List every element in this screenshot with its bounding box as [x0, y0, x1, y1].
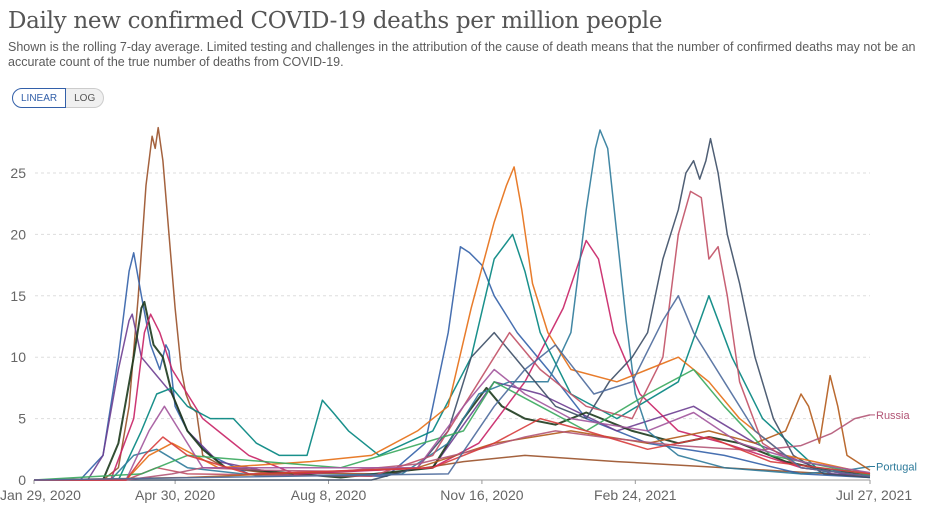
- series-line-purple-series: [34, 313, 871, 481]
- series-line-brown-series: [34, 126, 871, 481]
- x-tick-label: Jul 27, 2021: [836, 487, 912, 503]
- y-tick-label: 25: [10, 165, 26, 181]
- series-line-czechia-like: [34, 137, 871, 481]
- series-line-hungary-like: [34, 190, 871, 481]
- series-label-portugal: Portugal: [876, 461, 917, 473]
- y-tick-label: 0: [18, 472, 26, 488]
- x-tick-label: Nov 16, 2020: [440, 487, 523, 503]
- scale-toggle: LINEAR LOG: [12, 88, 105, 108]
- log-scale-button[interactable]: LOG: [66, 88, 105, 108]
- x-tick-label: Aug 8, 2020: [291, 487, 367, 503]
- y-tick-label: 10: [10, 349, 26, 365]
- y-tick-label: 15: [10, 288, 26, 304]
- series-line-orange-series: [34, 166, 871, 481]
- y-tick-label: 5: [18, 411, 26, 427]
- linear-scale-button[interactable]: LINEAR: [12, 88, 67, 108]
- series-line-russia: [34, 414, 871, 481]
- x-tick-label: Apr 30, 2020: [135, 487, 215, 503]
- series-line-magenta-series: [34, 368, 871, 481]
- series-label-russia: Russia: [876, 410, 911, 422]
- x-tick-label: Feb 24, 2021: [594, 487, 677, 503]
- chart-subtitle: Shown is the rolling 7-day average. Limi…: [8, 40, 916, 69]
- series-line-portugal: [34, 129, 871, 481]
- y-tick-label: 20: [10, 226, 26, 242]
- series-line-steel-series: [33, 295, 871, 481]
- series-line-red-series: [34, 417, 871, 481]
- x-tick-label: Jan 29, 2020: [0, 487, 81, 503]
- chart-title: Daily new confirmed COVID-19 deaths per …: [8, 8, 663, 34]
- series-line-teal-series: [34, 233, 871, 481]
